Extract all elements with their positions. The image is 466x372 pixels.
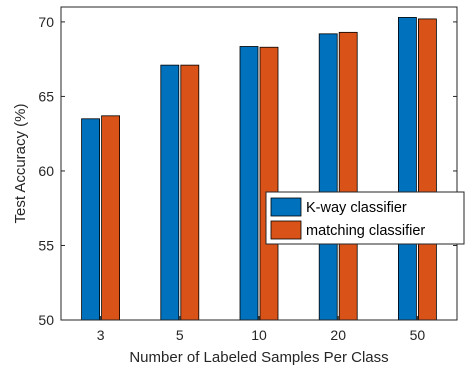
- bar-matching-3: [101, 115, 120, 321]
- x-tick-label-10: 10: [251, 327, 267, 343]
- legend-label-matching: matching classifier: [306, 223, 425, 239]
- plot-background: [61, 7, 457, 320]
- bar-kway-10: [239, 46, 259, 321]
- y-tick-label-50: 50: [38, 312, 54, 328]
- y-tick-label-65: 65: [38, 88, 54, 104]
- y-tick-label-60: 60: [38, 163, 54, 179]
- legend-label-kway: K-way classifier: [306, 200, 407, 216]
- x-tick-label-20: 20: [330, 327, 346, 343]
- legend-swatch-matching: [270, 220, 302, 240]
- y-tick-label-70: 70: [38, 14, 54, 30]
- bar-matching-50: [417, 18, 437, 321]
- bar-matching-10: [259, 46, 279, 321]
- bar-kway-50: [397, 17, 417, 321]
- legend: K-way classifier matching classifier: [265, 191, 465, 245]
- x-tick-label-5: 5: [176, 327, 184, 343]
- bar-matching-5: [180, 64, 200, 321]
- y-tick-label-55: 55: [38, 237, 54, 253]
- x-tick-label-50: 50: [410, 327, 426, 343]
- y-axis-label: Test Accuracy (%): [12, 103, 29, 223]
- bar-kway-3: [81, 118, 100, 321]
- x-axis-label: Number of Labeled Samples Per Class: [129, 349, 388, 366]
- x-tick-label-3: 3: [97, 327, 105, 343]
- bar-kway-20: [318, 33, 338, 321]
- ticks-layer: 3 5 10 20 50 50 55 60 65 70: [38, 14, 457, 343]
- legend-swatch-kway: [270, 197, 302, 217]
- plot-frame: [60, 6, 458, 321]
- bars-layer: [81, 17, 437, 321]
- bar-kway-5: [160, 64, 180, 321]
- bar-matching-20: [338, 31, 358, 321]
